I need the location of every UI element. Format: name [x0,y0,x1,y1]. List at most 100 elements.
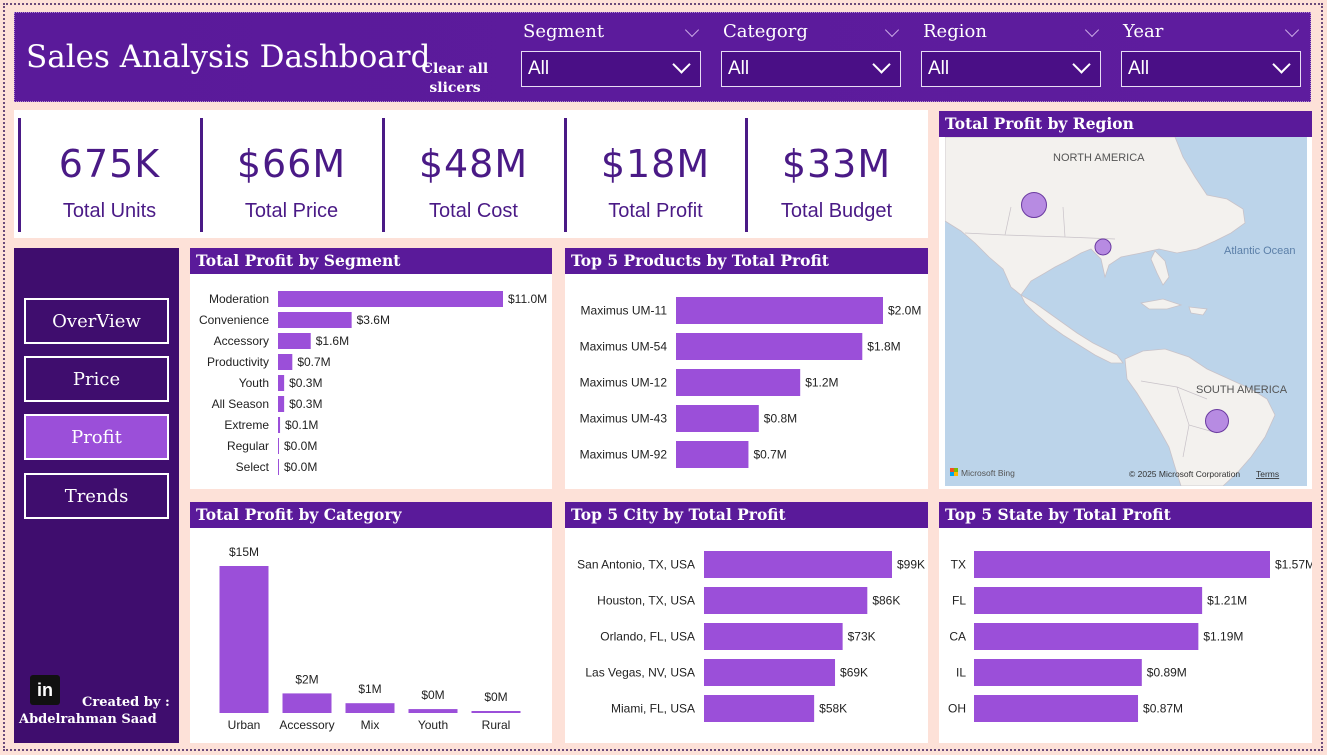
author-name: Abdelrahman Saad [19,712,157,727]
data-label: $0.7M [753,448,786,462]
bar[interactable] [974,659,1142,686]
bar[interactable] [278,459,279,475]
year-dropdown[interactable]: All [1121,51,1301,87]
data-label: $2M [295,672,318,686]
bar[interactable] [278,333,311,349]
chevron-down-icon[interactable] [884,22,900,38]
bar[interactable] [676,333,863,360]
data-label: $1M [358,682,381,696]
data-label: $1.21M [1207,594,1247,608]
bar[interactable] [704,551,892,578]
region-bubble-west[interactable] [1021,192,1047,218]
bar[interactable] [345,703,395,713]
top-products-panel: Top 5 Products by Total Profit Maximus U… [565,248,928,489]
category-label: All Season [212,397,269,411]
bar[interactable] [278,312,352,328]
category-label: Maximus UM-54 [580,340,668,354]
region-map[interactable]: NORTH AMERICA Atlantic Ocean SOUTH AMERI… [945,137,1307,486]
bar[interactable] [676,369,801,396]
atlantic-ocean-label: Atlantic Ocean [1224,245,1296,257]
profit-by-segment-panel: Total Profit by Segment Moderation $11.0M… [190,248,552,489]
data-label: $11.0M [508,292,547,306]
category-label: OH [948,702,966,716]
map-terms-link[interactable]: Terms [1256,469,1279,479]
bar[interactable] [278,375,285,391]
central-america-landmass [1020,293,1124,364]
chevron-down-icon [1072,55,1091,74]
linkedin-icon[interactable]: in [30,675,60,705]
bar[interactable] [278,354,293,370]
bar[interactable] [278,396,285,412]
bar[interactable] [974,623,1199,650]
bar[interactable] [704,659,836,686]
bar[interactable] [278,417,281,433]
category-label: IL [956,666,966,680]
data-label: $86K [872,594,900,608]
bar[interactable] [704,695,815,722]
category-slicer: Categorg All [721,21,901,101]
chevron-down-icon[interactable] [684,22,700,38]
bar[interactable] [704,623,843,650]
segment-slicer: Segment All [521,21,701,101]
clear-label-line2: slicers [429,80,481,96]
kpi-card-price: $66M Total Price [200,118,380,232]
category-label: Youth [239,376,269,390]
bar[interactable] [278,438,279,454]
year-slicer-label: Year [1123,21,1164,42]
data-label: $0.0M [284,439,317,453]
kpi-label: Total Cost [429,200,518,222]
nav-profit-button[interactable]: Profit [24,414,169,460]
bar[interactable] [704,587,868,614]
category-label: Maximus UM-12 [580,376,668,390]
top-state-panel: Top 5 State by Total Profit TX $1.57M FL $1… [939,502,1312,743]
region-slicer-label: Region [923,21,987,42]
clear-slicers-button[interactable]: Clear all slicers [415,60,495,98]
bar[interactable] [676,297,883,324]
nav-price-button[interactable]: Price [24,356,169,402]
data-label: $73K [848,630,876,644]
data-label: $0.8M [764,412,797,426]
map-title: Total Profit by Region [939,111,1312,137]
bing-attribution: Microsoft Bing [961,468,1015,478]
bar[interactable] [676,441,749,468]
chevron-down-icon[interactable] [1284,22,1300,38]
category-label: Productivity [207,355,269,369]
category-label: Select [236,460,270,474]
bar[interactable] [408,709,458,713]
chevron-down-icon[interactable] [1084,22,1100,38]
sidebar-nav: OverView Price Profit Trends in Created … [14,248,179,743]
south-america-label: SOUTH AMERICA [1196,384,1288,396]
data-label: $58K [819,702,847,716]
data-label: $1.6M [316,334,349,348]
state-bar-chart: TX $1.57M FL $1.21M CA $1.19M IL $0.89M OH $0.87M [948,551,1312,722]
nav-overview-button[interactable]: OverView [24,298,169,344]
header-bar: Sales Analysis Dashboard Clear all slice… [14,12,1311,102]
kpi-value: $48M [418,142,529,186]
region-bubble-central[interactable] [1094,238,1112,256]
nav-trends-button[interactable]: Trends [24,473,169,519]
region-bubble-south[interactable] [1205,409,1229,433]
bar[interactable] [974,695,1139,722]
segment-slicer-label: Segment [523,21,605,42]
bar[interactable] [974,551,1270,578]
chevron-down-icon [1272,55,1291,74]
bing-logo-icon [954,472,958,476]
bar[interactable] [676,405,759,432]
chart-title: Total Profit by Category [190,502,552,528]
category-label: Youth [418,718,448,732]
data-label: $0.87M [1143,702,1183,716]
chart-title: Top 5 City by Total Profit [565,502,928,528]
bar[interactable] [471,711,521,713]
category-label: Mix [361,718,380,732]
category-dropdown[interactable]: All [721,51,901,87]
category-label: Accessory [214,334,269,348]
bar[interactable] [278,291,503,307]
bing-logo-icon [954,468,958,472]
segment-dropdown[interactable]: All [521,51,701,87]
bar[interactable] [219,566,269,713]
bar[interactable] [974,587,1203,614]
region-dropdown[interactable]: All [921,51,1101,87]
category-label: Rural [482,718,511,732]
bar[interactable] [282,693,332,713]
segment-bar-chart: Moderation $11.0M Convenience $3.6M Accessor… [199,291,547,475]
